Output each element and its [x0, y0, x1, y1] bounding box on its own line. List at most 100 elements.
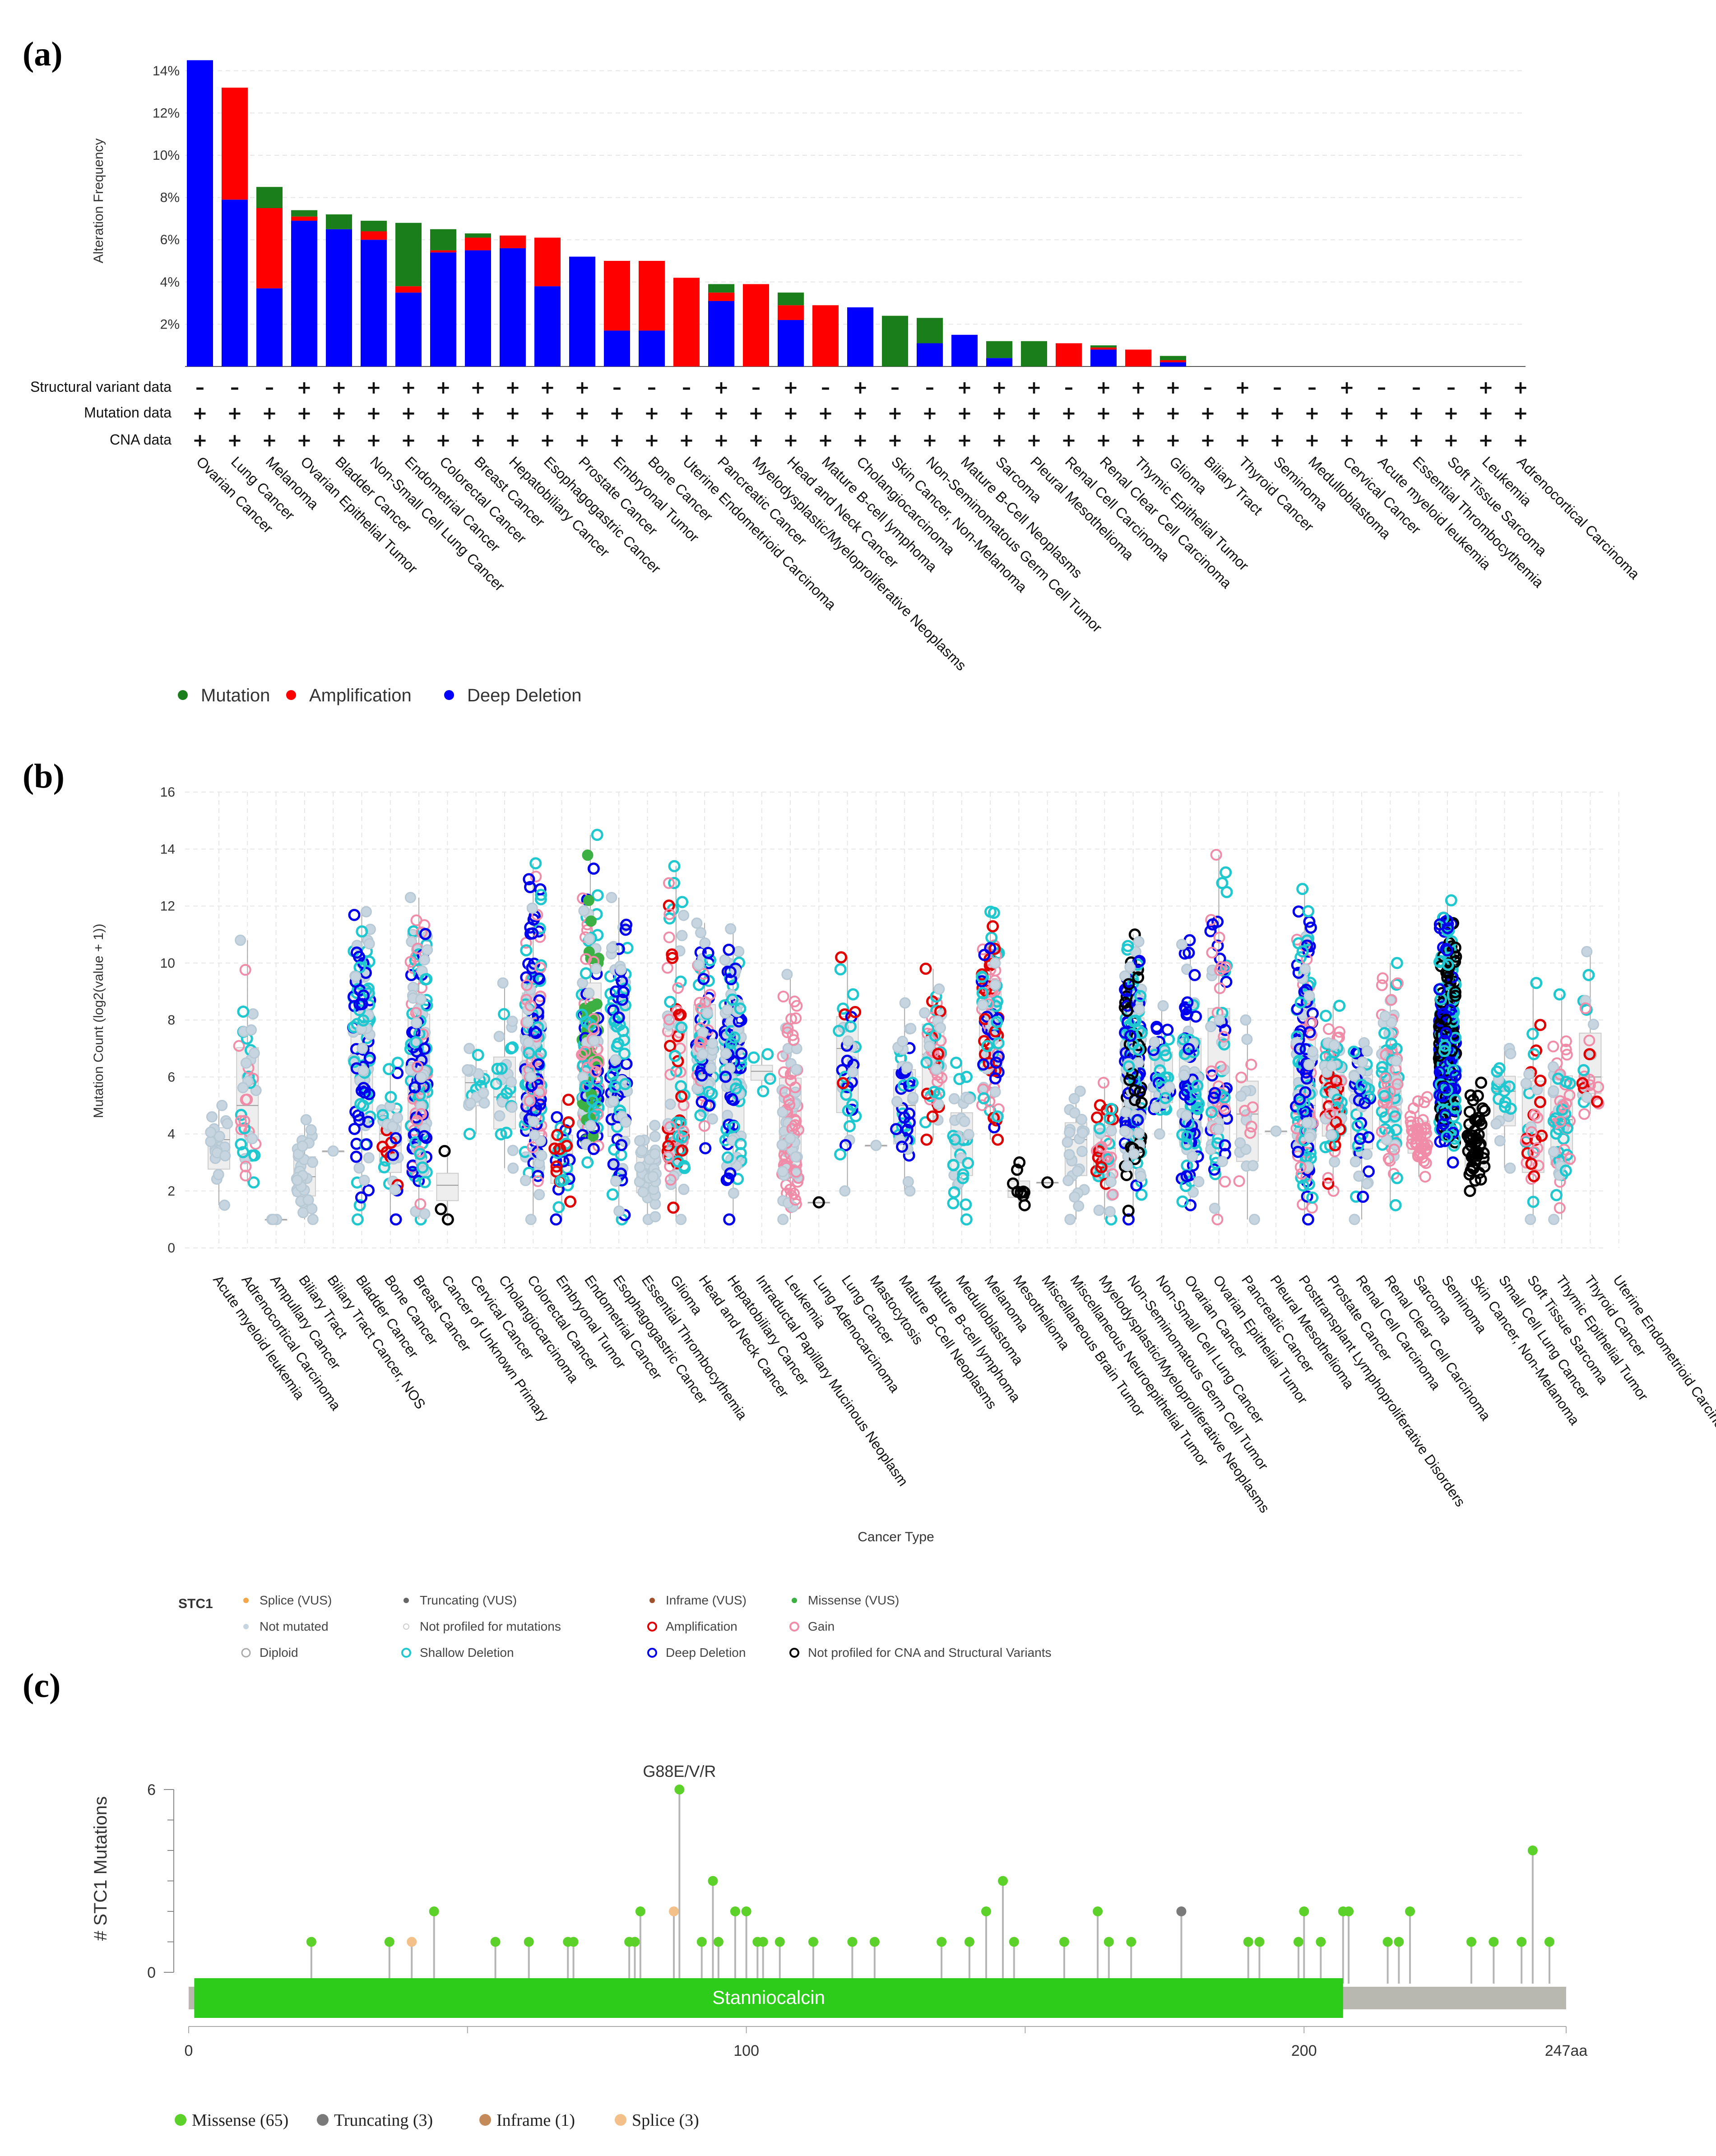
lollipop-head[interactable]	[1254, 1937, 1265, 1947]
lollipop-head[interactable]	[1394, 1937, 1404, 1947]
lollipop-head[interactable]	[635, 1906, 645, 1916]
bar-segment	[1056, 343, 1082, 366]
data-point	[843, 1120, 856, 1132]
lollipop-head[interactable]	[568, 1937, 579, 1947]
lollipop-head[interactable]	[730, 1906, 740, 1916]
data-point	[1244, 1127, 1256, 1139]
lollipop-head[interactable]	[1176, 1906, 1187, 1916]
row-sign: +	[1131, 430, 1146, 451]
data-point	[1015, 1186, 1027, 1199]
row-sign: +	[818, 403, 833, 424]
data-point	[363, 1152, 375, 1164]
lollipop-head[interactable]	[1299, 1906, 1309, 1916]
lollipop-head[interactable]	[937, 1937, 947, 1947]
data-point	[235, 1138, 247, 1150]
lollipop-head[interactable]	[1405, 1906, 1415, 1916]
data-point	[694, 1036, 706, 1048]
lollipop-head[interactable]	[1104, 1937, 1114, 1947]
bar-segment	[604, 261, 630, 331]
data-point	[849, 1006, 862, 1018]
bar-segment	[778, 292, 804, 306]
data-point	[1361, 1149, 1373, 1160]
lollipop-head[interactable]	[1344, 1906, 1354, 1916]
row-sign: +	[609, 430, 625, 451]
data-point	[734, 1138, 747, 1150]
data-point	[1521, 1147, 1534, 1159]
bar-segment	[361, 240, 387, 366]
data-point	[387, 1121, 399, 1132]
row-sign: +	[679, 430, 694, 451]
lollipop-head[interactable]	[964, 1937, 974, 1947]
panel-c: (c) # STC1 Mutations 60 G88E/V/R Stannio…	[23, 1667, 1587, 2130]
legend-label: Inframe (1)	[496, 2111, 575, 2130]
data-point	[533, 972, 546, 985]
data-point	[1306, 1191, 1319, 1204]
data-point	[410, 1036, 422, 1048]
lollipop-head[interactable]	[981, 1906, 991, 1916]
lollipop-head[interactable]	[1059, 1937, 1069, 1947]
data-point	[1581, 1091, 1593, 1103]
lollipop-head[interactable]	[1009, 1937, 1019, 1947]
data-point	[663, 931, 675, 943]
lollipop-head[interactable]	[708, 1876, 718, 1886]
lollipop-head[interactable]	[1243, 1937, 1253, 1947]
lollipop-head[interactable]	[741, 1906, 751, 1916]
data-point	[1520, 1078, 1532, 1090]
lollipop-head[interactable]	[1527, 1845, 1538, 1855]
data-point	[552, 1201, 565, 1214]
data-point	[1591, 1095, 1603, 1108]
bar-segment	[1090, 349, 1117, 366]
data-point	[675, 1090, 688, 1103]
lollipop-head[interactable]	[490, 1937, 501, 1947]
lollipop-head[interactable]	[674, 1785, 685, 1794]
data-point	[1216, 1156, 1228, 1168]
lollipop-head[interactable]	[1382, 1937, 1393, 1947]
data-point	[464, 1043, 475, 1054]
data-point	[1133, 1127, 1145, 1139]
lollipop-head[interactable]	[713, 1937, 724, 1947]
lollipop-head[interactable]	[808, 1937, 818, 1947]
data-point	[989, 957, 1001, 969]
bar-segment	[534, 237, 561, 287]
lollipop-head[interactable]	[775, 1937, 785, 1947]
lollipop-head[interactable]	[1489, 1937, 1499, 1947]
panel-b: (b) Mutation Count (log2(value + 1)) Can…	[23, 757, 1716, 1660]
data-point	[615, 1139, 628, 1151]
row-sign: +	[714, 430, 729, 451]
lollipop-head[interactable]	[668, 1906, 679, 1916]
lollipop-head[interactable]	[1093, 1906, 1103, 1916]
lollipop-head[interactable]	[524, 1937, 534, 1947]
lollipop-head[interactable]	[1126, 1937, 1136, 1947]
lollipop-head[interactable]	[998, 1876, 1008, 1886]
lollipop-head[interactable]	[1544, 1937, 1554, 1947]
data-point	[1391, 977, 1404, 989]
lollipop-head[interactable]	[429, 1906, 439, 1916]
data-point	[506, 1015, 518, 1027]
data-point	[551, 1111, 563, 1123]
lollipop-head[interactable]	[1517, 1937, 1527, 1947]
lollipop-head[interactable]	[306, 1937, 316, 1947]
lollipop-head[interactable]	[696, 1937, 707, 1947]
lollipop-head[interactable]	[384, 1937, 394, 1947]
lollipop-head[interactable]	[758, 1937, 768, 1947]
lollipop-head[interactable]	[630, 1937, 640, 1947]
lollipop-head[interactable]	[847, 1937, 858, 1947]
lollipop-head[interactable]	[1316, 1937, 1326, 1947]
row-sign: +	[297, 377, 312, 398]
row-sign: +	[714, 403, 729, 424]
data-point	[617, 986, 630, 998]
y-tick-label: 0	[167, 1241, 175, 1256]
data-point	[1433, 918, 1446, 931]
data-point	[1303, 1026, 1316, 1039]
data-point	[1449, 955, 1461, 968]
row-sign: +	[1096, 403, 1111, 424]
lollipop-head[interactable]	[1293, 1937, 1303, 1947]
bar-segment	[1021, 341, 1047, 366]
lollipop-head[interactable]	[407, 1937, 417, 1947]
lollipop-head[interactable]	[1466, 1937, 1476, 1947]
lollipop-head[interactable]	[869, 1937, 880, 1947]
data-point	[839, 1185, 851, 1197]
data-point	[649, 1148, 661, 1160]
row-sign: +	[957, 377, 972, 398]
data-point	[355, 1191, 367, 1204]
